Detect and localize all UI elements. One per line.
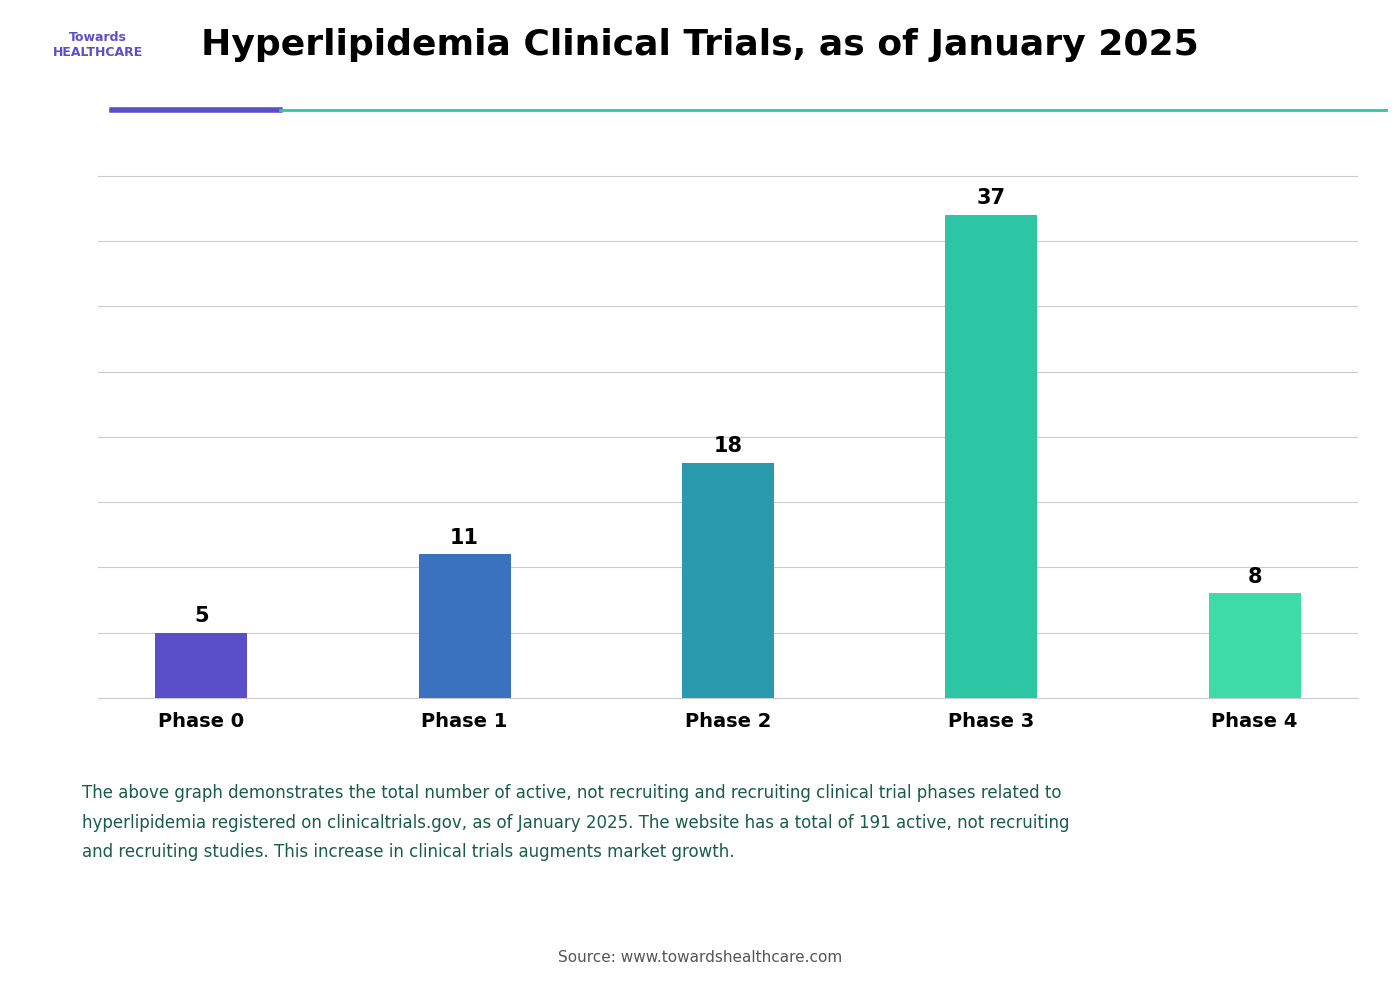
Text: 18: 18 bbox=[714, 437, 742, 457]
Text: 37: 37 bbox=[977, 188, 1005, 208]
Bar bbox=[419, 554, 511, 698]
Text: The above graph demonstrates the total number of active, not recruiting and recr: The above graph demonstrates the total n… bbox=[81, 785, 1070, 860]
Text: Source: www.towardshealthcare.com: Source: www.towardshealthcare.com bbox=[557, 949, 843, 965]
Text: 8: 8 bbox=[1247, 567, 1261, 587]
Bar bbox=[682, 463, 774, 698]
Bar bbox=[155, 633, 248, 698]
Text: Hyperlipidemia Clinical Trials, as of January 2025: Hyperlipidemia Clinical Trials, as of Ja… bbox=[202, 28, 1198, 63]
Text: Towards
HEALTHCARE: Towards HEALTHCARE bbox=[53, 31, 143, 60]
Bar bbox=[945, 214, 1037, 698]
Text: 5: 5 bbox=[195, 606, 209, 626]
Bar bbox=[1208, 593, 1301, 698]
Text: 11: 11 bbox=[451, 527, 479, 547]
